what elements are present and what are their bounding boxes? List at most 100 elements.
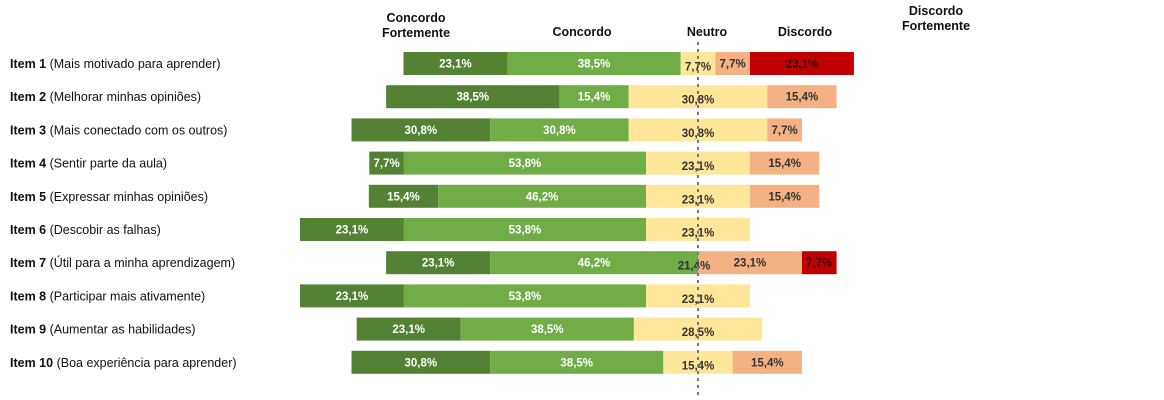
bar-segment: [715, 52, 750, 75]
category-item: Item 1: [10, 57, 50, 71]
bar-segment: [663, 350, 733, 374]
category-item: Item 7: [10, 256, 50, 270]
legend-headers: Concordo Fortemente Concordo Neutro Discordo…: [382, 4, 970, 40]
bar-segment: [460, 317, 634, 341]
data-label: 23,1%: [682, 194, 715, 206]
legend-header: Discordo Fortemente: [902, 4, 970, 33]
data-label: 53,8%: [509, 225, 542, 237]
category-label: Item 3 (Mais conectado com os outros): [10, 123, 227, 137]
category-label: Item 1 (Mais motivado para aprender): [10, 57, 221, 71]
bar-segments: [299, 52, 854, 374]
category-label: Item 7 (Útil para a minha aprendizagem): [10, 255, 235, 270]
category-item: Item 2: [10, 90, 50, 104]
bar-segment: [403, 284, 647, 308]
category-item: Item 3: [10, 123, 50, 137]
legend-header: Concordo: [552, 25, 611, 39]
data-label: 7,7%: [720, 59, 746, 71]
bar-segment: [767, 85, 837, 109]
bar-segment: [403, 218, 647, 241]
data-label: 53,8%: [509, 291, 542, 303]
category-desc: (Boa experiência para aprender): [57, 356, 237, 370]
data-label: 21,4%: [678, 261, 711, 273]
bar-segment: [628, 118, 768, 142]
category-desc: (Mais conectado com os outros): [50, 123, 228, 137]
category-label: Item 4 (Sentir parte da aula): [10, 157, 167, 171]
category-desc: (Mais motivado para aprender): [50, 57, 221, 71]
bar-segment: [369, 151, 404, 175]
bar-segment: [767, 118, 802, 142]
data-label: 23,1%: [682, 294, 715, 306]
data-label: 38,5%: [578, 59, 611, 71]
data-label: 15,4%: [786, 92, 819, 104]
data-label: 46,2%: [526, 191, 559, 203]
category-item: Item 8: [10, 289, 50, 303]
category-label: Item 8 (Participar mais ativamente): [10, 289, 205, 303]
data-label: 38,5%: [531, 324, 564, 336]
data-label: 23,1%: [336, 225, 369, 237]
data-label: 7,7%: [806, 258, 832, 270]
category-desc: (Participar mais ativamente): [50, 289, 206, 303]
data-label: 7,7%: [685, 62, 711, 74]
category-item: Item 5: [10, 190, 50, 204]
data-label: 15,4%: [751, 357, 784, 369]
bar-segment: [490, 350, 664, 374]
category-label: Item 10 (Boa experiência para aprender): [10, 356, 237, 370]
data-label: 30,8%: [404, 357, 437, 369]
category-label: Item 9 (Aumentar as habilidades): [10, 323, 196, 337]
category-item: Item 6: [10, 223, 50, 237]
data-label: 46,2%: [578, 258, 611, 270]
legend-header: Neutro: [687, 25, 728, 39]
bar-segment: [356, 317, 461, 341]
category-item: Item 9: [10, 323, 50, 337]
bar-segment: [351, 350, 491, 374]
data-label: 15,4%: [387, 191, 420, 203]
bar-segment: [646, 218, 750, 241]
category-desc: (Útil para a minha aprendizagem): [50, 255, 236, 270]
category-label: Item 6 (Descobir as falhas): [10, 223, 161, 237]
data-label: 15,4%: [768, 191, 801, 203]
data-label: 23,1%: [682, 161, 715, 173]
bar-segment: [698, 251, 802, 275]
category-label: Item 2 (Melhorar minhas opiniões): [10, 90, 201, 104]
legend-header: Concordo Fortemente: [382, 11, 450, 40]
category-desc: (Sentir parte da aula): [50, 157, 167, 171]
data-label: 23,1%: [336, 291, 369, 303]
data-label: 7,7%: [373, 158, 399, 170]
data-label: 30,8%: [543, 125, 576, 137]
data-label: 28,5%: [682, 327, 715, 339]
legend-header: Discordo: [778, 25, 833, 39]
bar-segment: [749, 52, 854, 75]
data-label: 15,4%: [768, 158, 801, 170]
category-desc: (Aumentar as habilidades): [50, 323, 196, 337]
data-label: 23,1%: [734, 258, 767, 270]
category-desc: (Melhorar minhas opiniões): [50, 90, 201, 104]
category-item: Item 4: [10, 157, 50, 171]
bar-segment: [299, 284, 404, 308]
data-label: 23,1%: [439, 59, 472, 71]
data-label: 23,1%: [392, 324, 425, 336]
bar-segment: [507, 52, 681, 75]
bar-segment: [490, 251, 698, 275]
bar-segment: [403, 151, 647, 175]
data-label: 7,7%: [772, 125, 798, 137]
category-label: Item 5 (Expressar minhas opiniões): [10, 190, 208, 204]
data-label: 23,1%: [786, 59, 819, 71]
data-labels: 23,1% 38,5% 7,7% 7,7% 23,1% 38,5% 15,4% 30,8% 15…: [336, 59, 833, 373]
category-desc: (Expressar minhas opiniões): [50, 190, 208, 204]
bar-segment: [438, 184, 647, 208]
bar-segment: [628, 85, 768, 109]
bar-segment: [749, 151, 820, 175]
bar-segment: [749, 184, 820, 208]
data-label: 23,1%: [422, 258, 455, 270]
bar-segment: [732, 350, 802, 374]
bar-segment: [386, 85, 560, 109]
bar-segment: [386, 251, 491, 275]
category-desc: (Descobir as falhas): [50, 223, 161, 237]
category-item: Item 10: [10, 356, 57, 370]
bar-segment: [801, 251, 837, 275]
data-label: 38,5%: [560, 357, 593, 369]
bar-segment: [559, 85, 629, 109]
bar-segment: [299, 218, 404, 241]
data-label: 15,4%: [578, 92, 611, 104]
